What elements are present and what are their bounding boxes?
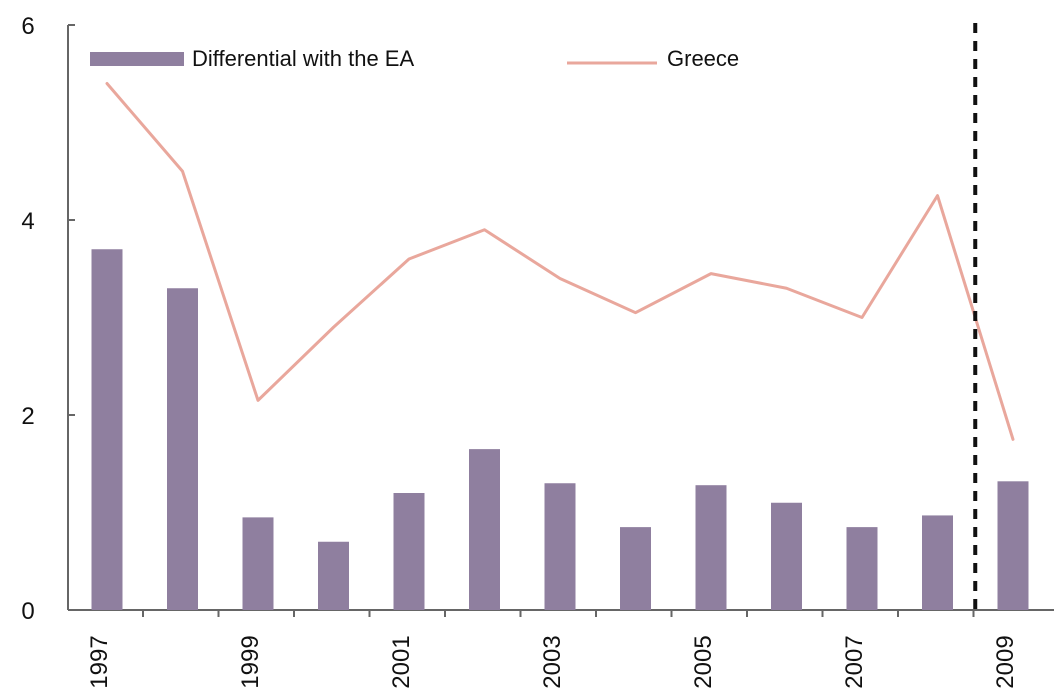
legend-greece-label: Greece	[667, 46, 739, 71]
axes-layer	[67, 24, 1054, 617]
greece-line	[105, 82, 1015, 441]
x-tick-label: 1999	[237, 635, 264, 688]
x-tick-label: 1997	[86, 635, 113, 688]
x-tick-label: 2001	[388, 635, 415, 688]
tick-labels-layer: 0 2 4 6 1997 1999 2001 2003 2005 2007 2009	[21, 13, 1019, 689]
x-tick-label: 2009	[992, 635, 1019, 688]
y-tick-label: 6	[21, 13, 34, 40]
bars-layer	[91, 249, 1029, 610]
bar-differential	[393, 493, 425, 610]
bar-differential	[620, 527, 651, 610]
y-tick-label: 0	[21, 598, 34, 625]
x-tick-label: 2005	[690, 635, 717, 688]
line-layer	[105, 82, 1015, 441]
y-tick-label: 2	[21, 403, 34, 430]
x-tick-label: 2007	[841, 635, 868, 688]
bar-differential	[167, 288, 198, 610]
bar-differential	[695, 485, 727, 610]
bar-differential	[469, 449, 500, 610]
bar-differential	[318, 541, 349, 610]
x-tick-label: 2003	[539, 635, 566, 688]
bar-differential	[242, 517, 274, 610]
bar-differential	[771, 502, 802, 610]
bar-differential	[544, 483, 576, 610]
bar-differential	[997, 481, 1029, 610]
legend: Differential with the EA Greece	[90, 46, 739, 71]
legend-differential-label: Differential with the EA	[192, 46, 414, 71]
bar-differential	[91, 249, 123, 610]
legend-bar-swatch	[90, 52, 184, 66]
y-tick-label: 4	[21, 208, 34, 235]
bar-differential	[846, 527, 878, 610]
bar-differential	[922, 515, 953, 610]
